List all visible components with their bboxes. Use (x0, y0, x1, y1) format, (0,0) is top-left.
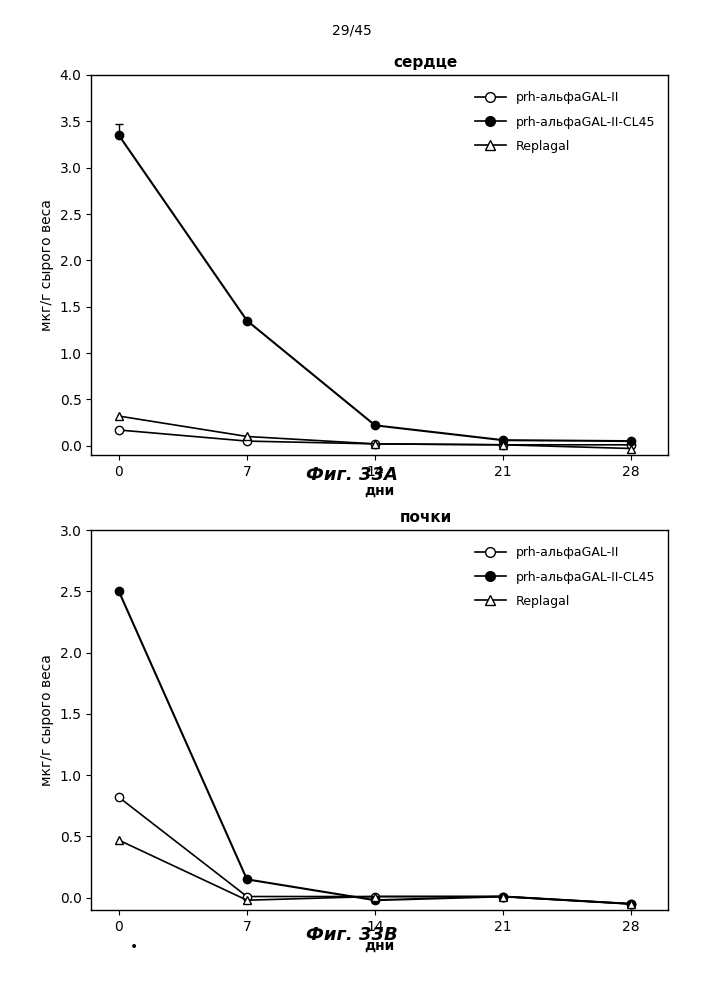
Legend: prh-альфаGAL-II, prh-альфаGAL-II-CL45, Replagal: prh-альфаGAL-II, prh-альфаGAL-II-CL45, R… (468, 540, 662, 614)
X-axis label: дни: дни (364, 939, 395, 953)
Title: почки: почки (399, 510, 452, 525)
Text: Фиг. 33В: Фиг. 33В (306, 926, 397, 944)
Title: сердце: сердце (394, 55, 458, 70)
Text: Фиг. 33А: Фиг. 33А (306, 466, 397, 484)
X-axis label: дни: дни (364, 484, 395, 498)
Text: •: • (129, 940, 138, 954)
Text: 29/45: 29/45 (332, 23, 371, 37)
Y-axis label: мкг/г сырого веса: мкг/г сырого веса (40, 654, 54, 786)
Legend: prh-альфаGAL-II, prh-альфаGAL-II-CL45, Replagal: prh-альфаGAL-II, prh-альфаGAL-II-CL45, R… (468, 85, 662, 159)
Y-axis label: мкг/г сырого веса: мкг/г сырого веса (40, 199, 54, 331)
